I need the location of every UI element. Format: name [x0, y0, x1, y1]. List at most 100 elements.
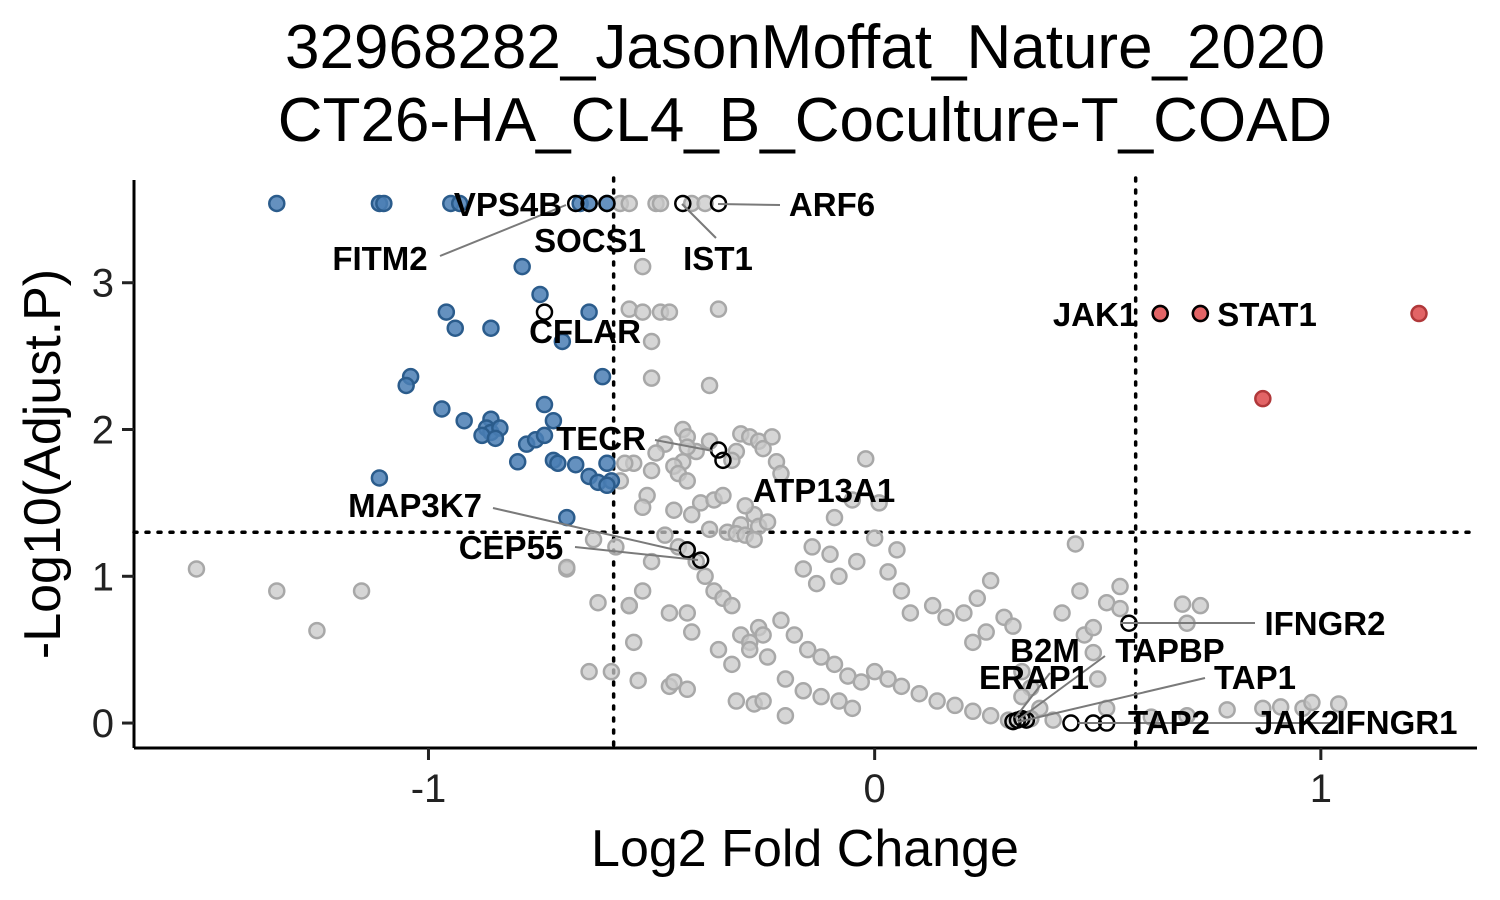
ns-point	[968, 589, 987, 608]
ns-point	[794, 560, 813, 578]
leader-line-map3k7	[492, 507, 681, 552]
down-point	[508, 453, 527, 471]
highlight-point-fitm2	[566, 194, 585, 213]
down-point	[486, 429, 505, 448]
chart-title: 32968282_JasonMoffat_Nature_2020	[285, 13, 1325, 82]
ns-point	[776, 670, 795, 688]
down-point	[535, 426, 554, 445]
ns-point	[665, 673, 683, 691]
gene-label-tecr: TECR	[556, 420, 646, 457]
down-point	[450, 194, 469, 213]
up-point	[1410, 304, 1428, 323]
ns-point	[821, 545, 839, 564]
ns-point	[629, 671, 647, 690]
ns-point	[642, 461, 661, 480]
ns-point	[1271, 698, 1290, 716]
ns-point	[825, 508, 844, 527]
ns-point	[620, 194, 639, 213]
chart-subtitle: CT26-HA_CL4_B_Coculture-T_COAD	[278, 86, 1332, 155]
down-point	[580, 303, 598, 321]
gene-label-erap1: ERAP1	[979, 659, 1089, 696]
ns-point	[852, 673, 871, 691]
ns-point	[803, 538, 821, 556]
ns-point	[1044, 711, 1062, 729]
highlight-point-socs1	[580, 194, 598, 213]
gene-label-ifngr2: IFNGR2	[1264, 605, 1385, 642]
y-axis-title: -Log10(Adjust.P)	[14, 269, 72, 659]
ns-point	[843, 699, 862, 718]
ns-point	[308, 621, 326, 640]
down-point	[433, 400, 451, 418]
ns-point	[794, 682, 813, 700]
ns-point	[1084, 643, 1103, 662]
ns-point	[665, 501, 683, 519]
ns-point	[1071, 582, 1089, 600]
down-point	[268, 194, 286, 213]
ns-point	[580, 662, 598, 681]
ns-point	[709, 300, 728, 318]
down-point	[375, 194, 393, 213]
gene-label-b2m: B2M	[1010, 632, 1080, 669]
gene-label-arf6: ARF6	[789, 186, 875, 223]
ns-point	[798, 640, 817, 659]
ns-point	[700, 432, 719, 451]
leader-line-arf6	[717, 203, 781, 206]
down-point	[549, 454, 567, 473]
ns-point	[812, 648, 830, 666]
ns-point	[879, 563, 897, 581]
ns-point	[825, 655, 844, 674]
gene-label-tapbp: TAPBP	[1115, 632, 1224, 669]
plot-area: VPS4B FITM2 SOCS1 ARF6 IST1 CFLAR JAK1 STAT1 TEC…	[132, 176, 1479, 750]
ns-point	[633, 498, 652, 517]
gene-label-stat1: STAT1	[1217, 296, 1317, 333]
ns-point	[696, 567, 714, 586]
x-tick-label: 0	[864, 767, 886, 811]
ns-point	[709, 640, 728, 659]
ns-point	[937, 608, 955, 627]
ns-point	[1218, 701, 1236, 719]
ns-point	[870, 494, 888, 512]
ns-point	[1254, 699, 1272, 718]
down-point	[598, 454, 616, 473]
gene-label-vps4b: VPS4B	[454, 186, 562, 223]
ns-point	[723, 655, 741, 674]
x-tick-label: -1	[411, 767, 447, 811]
ns-point	[633, 582, 652, 600]
ns-point	[830, 692, 848, 710]
ns-point	[928, 692, 946, 710]
ns-point	[678, 604, 697, 622]
ns-point	[727, 692, 746, 710]
ns-point	[892, 677, 911, 696]
ns-point	[856, 450, 875, 468]
y-tick-label: 3	[92, 262, 114, 306]
leader-line-cep55	[574, 546, 699, 561]
ns-point	[1303, 693, 1321, 712]
ns-point	[888, 541, 906, 559]
down-point	[513, 257, 531, 276]
y-tick-label: 2	[92, 409, 114, 453]
ns-point	[807, 574, 826, 593]
ns-point	[1013, 687, 1031, 706]
ns-point	[964, 702, 982, 721]
ns-point	[736, 497, 755, 515]
ns-point	[740, 640, 759, 659]
ns-point	[776, 706, 795, 725]
highlight-point-cflar	[535, 303, 554, 321]
highlight-point-map3k7	[678, 541, 697, 559]
down-point	[370, 469, 389, 487]
ns-point	[584, 530, 603, 549]
ns-point	[187, 560, 206, 578]
ns-point	[1329, 695, 1348, 713]
ns-point	[981, 571, 1000, 590]
down-point	[566, 455, 585, 474]
ns-point	[700, 520, 719, 539]
gene-label-jak1: JAK1	[1053, 296, 1137, 333]
x-axis-ticks: -1 0 1	[411, 748, 1332, 811]
y-tick-label: 0	[92, 702, 114, 746]
leader-line-tecr	[654, 439, 714, 452]
ns-point	[268, 582, 286, 600]
ns-point	[848, 552, 866, 571]
ns-point	[624, 633, 643, 652]
ns-point	[981, 706, 1000, 725]
